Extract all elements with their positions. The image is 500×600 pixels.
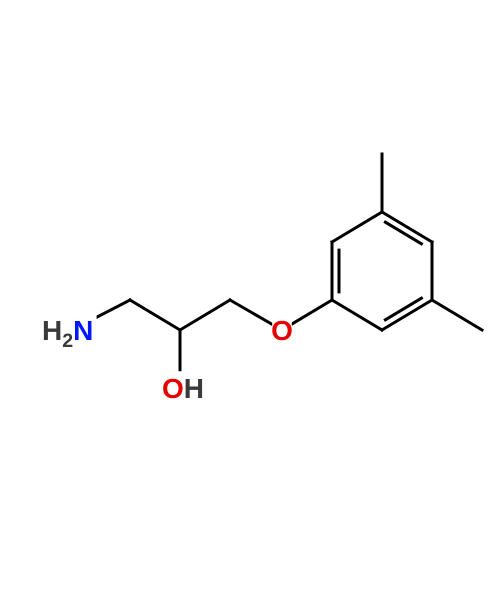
- svg-text:O: O: [271, 315, 293, 346]
- molecule-diagram: H2NOHO: [0, 0, 500, 600]
- svg-text:OH: OH: [162, 373, 204, 404]
